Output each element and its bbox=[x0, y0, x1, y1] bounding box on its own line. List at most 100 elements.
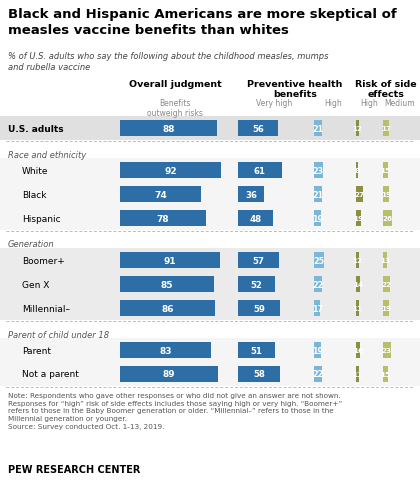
Text: 89: 89 bbox=[163, 370, 175, 378]
Text: 19: 19 bbox=[312, 346, 323, 355]
Text: 11: 11 bbox=[352, 305, 362, 311]
Bar bbox=[0, 117, 420, 141]
Bar bbox=[238, 301, 281, 317]
Text: 57: 57 bbox=[252, 256, 265, 265]
Text: High: High bbox=[324, 99, 342, 108]
Bar bbox=[120, 301, 215, 317]
Bar bbox=[356, 253, 359, 269]
Text: Black and Hispanic Americans are more skeptical of
measles vaccine benefits than: Black and Hispanic Americans are more sk… bbox=[8, 8, 397, 37]
Text: 58: 58 bbox=[253, 370, 265, 378]
Text: 22: 22 bbox=[312, 370, 324, 378]
Bar bbox=[314, 253, 323, 269]
Text: 74: 74 bbox=[154, 190, 167, 199]
Bar bbox=[0, 248, 420, 272]
Text: Gen X: Gen X bbox=[22, 280, 50, 289]
Bar bbox=[314, 121, 322, 136]
Bar bbox=[383, 211, 391, 227]
Bar bbox=[356, 121, 359, 136]
Bar bbox=[120, 187, 202, 203]
Text: 17: 17 bbox=[312, 304, 323, 313]
Text: 27: 27 bbox=[354, 192, 365, 197]
Bar bbox=[314, 187, 322, 203]
Text: 17: 17 bbox=[381, 126, 391, 132]
Text: 19: 19 bbox=[353, 215, 364, 222]
Bar bbox=[238, 276, 276, 292]
Text: 15: 15 bbox=[381, 371, 391, 377]
Text: 19: 19 bbox=[381, 305, 391, 311]
Bar bbox=[314, 366, 323, 382]
Text: Overall judgment: Overall judgment bbox=[129, 80, 221, 89]
Bar bbox=[0, 182, 420, 207]
Bar bbox=[238, 187, 264, 203]
Text: 12: 12 bbox=[352, 126, 362, 132]
Text: 92: 92 bbox=[164, 166, 177, 175]
Bar bbox=[314, 276, 323, 292]
Text: 52: 52 bbox=[251, 280, 262, 289]
Bar bbox=[356, 301, 359, 317]
Text: 26: 26 bbox=[382, 215, 392, 222]
Text: 8: 8 bbox=[354, 167, 360, 174]
Text: % of U.S. adults who say the following about the childhood measles, mumps
and ru: % of U.S. adults who say the following a… bbox=[8, 52, 328, 72]
Bar bbox=[120, 276, 213, 292]
Text: Boomer+: Boomer+ bbox=[22, 256, 65, 265]
Text: 86: 86 bbox=[161, 304, 173, 313]
Bar bbox=[238, 342, 275, 358]
Text: 56: 56 bbox=[252, 124, 264, 133]
Text: 22: 22 bbox=[312, 280, 324, 289]
Bar bbox=[383, 163, 388, 179]
Text: Race and ethnicity: Race and ethnicity bbox=[8, 150, 86, 159]
Text: 23: 23 bbox=[313, 166, 324, 175]
Text: Benefits
outweigh risks: Benefits outweigh risks bbox=[147, 99, 203, 118]
Bar bbox=[383, 366, 388, 382]
Text: 91: 91 bbox=[164, 256, 176, 265]
Text: 51: 51 bbox=[250, 346, 262, 355]
Text: 15: 15 bbox=[381, 167, 391, 174]
Text: 12: 12 bbox=[352, 257, 362, 263]
Text: High: High bbox=[360, 99, 378, 108]
Bar bbox=[314, 301, 320, 317]
Bar bbox=[0, 362, 420, 386]
Bar bbox=[120, 211, 206, 227]
Text: U.S. adults: U.S. adults bbox=[8, 124, 63, 133]
Bar bbox=[0, 296, 420, 320]
Text: Millennial–: Millennial– bbox=[22, 304, 70, 313]
Text: White: White bbox=[22, 166, 48, 175]
Text: Hispanic: Hispanic bbox=[22, 214, 60, 223]
Bar bbox=[356, 211, 361, 227]
Text: Generation: Generation bbox=[8, 240, 55, 249]
Text: Medium: Medium bbox=[384, 99, 415, 108]
Bar bbox=[314, 342, 321, 358]
Text: 16: 16 bbox=[353, 348, 363, 353]
Text: Black: Black bbox=[22, 190, 47, 199]
Bar bbox=[120, 121, 217, 136]
Bar bbox=[314, 211, 321, 227]
Bar bbox=[356, 366, 359, 382]
Text: Note: Respondents who gave other responses or who did not give an answer are not: Note: Respondents who gave other respons… bbox=[8, 392, 342, 429]
Bar bbox=[0, 159, 420, 182]
Bar bbox=[356, 342, 360, 358]
Bar bbox=[356, 163, 358, 179]
Text: Not a parent: Not a parent bbox=[22, 370, 79, 378]
Bar bbox=[356, 187, 363, 203]
Bar bbox=[383, 276, 390, 292]
Text: 19: 19 bbox=[381, 192, 391, 197]
Bar bbox=[120, 253, 220, 269]
Bar bbox=[383, 301, 389, 317]
Text: Risk of side
effects: Risk of side effects bbox=[355, 80, 417, 99]
Bar bbox=[238, 163, 282, 179]
Bar bbox=[383, 121, 388, 136]
Bar bbox=[120, 163, 221, 179]
Text: 23: 23 bbox=[382, 348, 392, 353]
Bar bbox=[238, 121, 278, 136]
Text: 36: 36 bbox=[245, 190, 257, 199]
Text: 88: 88 bbox=[162, 124, 175, 133]
Text: Parent of child under 18: Parent of child under 18 bbox=[8, 330, 109, 339]
Text: 61: 61 bbox=[254, 166, 266, 175]
Text: PEW RESEARCH CENTER: PEW RESEARCH CENTER bbox=[8, 464, 140, 474]
Text: 13: 13 bbox=[380, 257, 390, 263]
Text: 59: 59 bbox=[253, 304, 265, 313]
Bar bbox=[0, 272, 420, 296]
Text: Parent: Parent bbox=[22, 346, 51, 355]
Text: 85: 85 bbox=[160, 280, 173, 289]
Bar bbox=[0, 207, 420, 230]
